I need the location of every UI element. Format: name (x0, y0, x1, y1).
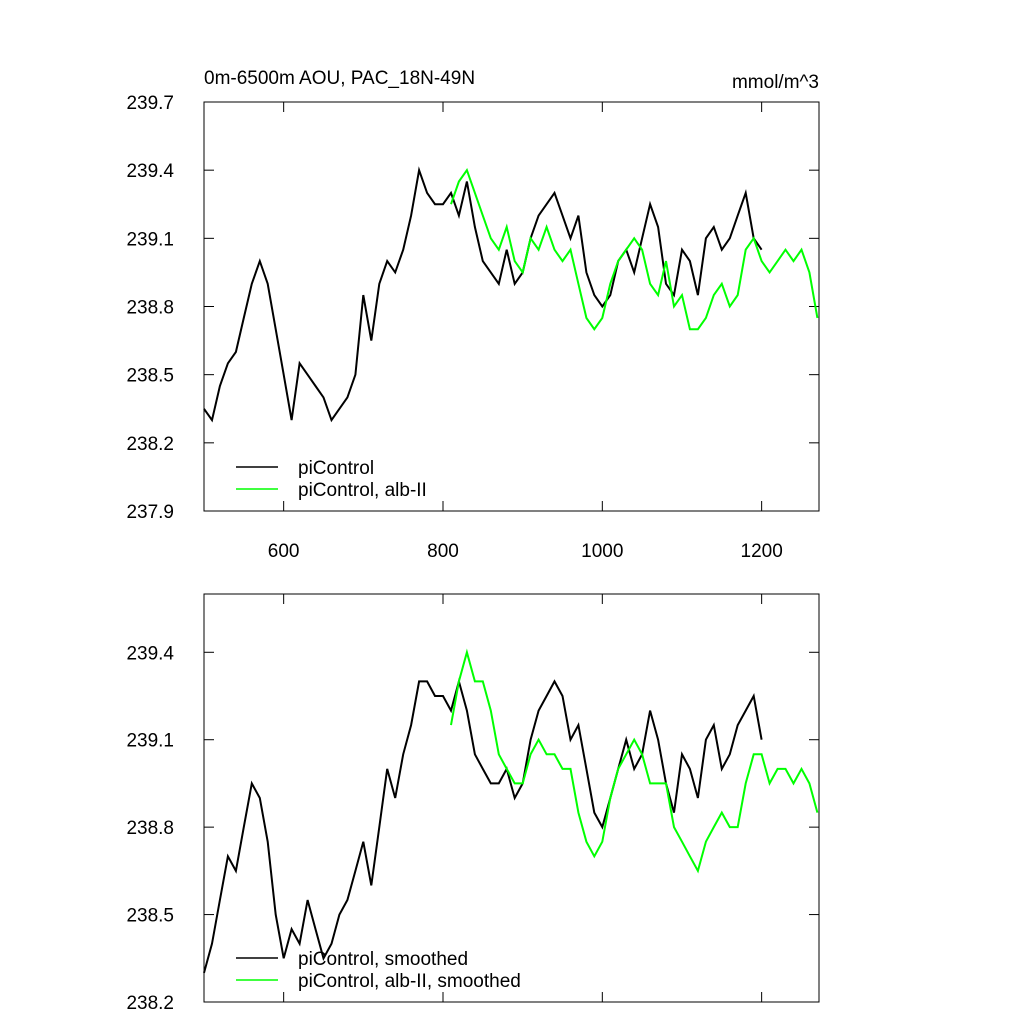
plot-frame (203, 593, 820, 1003)
data-line (450, 648, 819, 874)
y-tick-label: 239.7 (126, 93, 174, 114)
y-tick-label: 239.1 (126, 229, 174, 250)
y-tick-label: 239.4 (126, 161, 174, 182)
x-tick-label: 600 (268, 541, 300, 562)
x-tick-label: 1200 (741, 541, 783, 562)
data-line (450, 168, 819, 331)
y-tick-label: 237.9 (126, 502, 174, 523)
y-tick-label: 239.1 (126, 731, 174, 752)
y-tick-label: 238.5 (126, 366, 174, 387)
x-tick-label: 800 (427, 541, 459, 562)
x-tick-label: 1000 (581, 541, 623, 562)
legend-label: piControl, alb-II (298, 480, 427, 501)
y-tick-label: 238.8 (126, 298, 174, 319)
legend-label: piControl (298, 458, 374, 479)
y-tick-label: 238.8 (126, 818, 174, 839)
chart-title: 0m-6500m AOU, PAC_18N-49N (204, 68, 475, 89)
legend-label: piControl, smoothed (298, 949, 468, 970)
y-tick-label: 238.2 (126, 434, 174, 455)
y-tick-label: 238.2 (126, 993, 174, 1014)
data-line (203, 166, 763, 423)
y-tick-label: 239.4 (126, 643, 174, 664)
plot-frame (203, 101, 820, 512)
y-tick-label: 238.5 (126, 906, 174, 927)
units-label: mmol/m^3 (732, 72, 819, 93)
data-line (203, 677, 763, 974)
legend-label: piControl, alb-II, smoothed (298, 971, 521, 992)
